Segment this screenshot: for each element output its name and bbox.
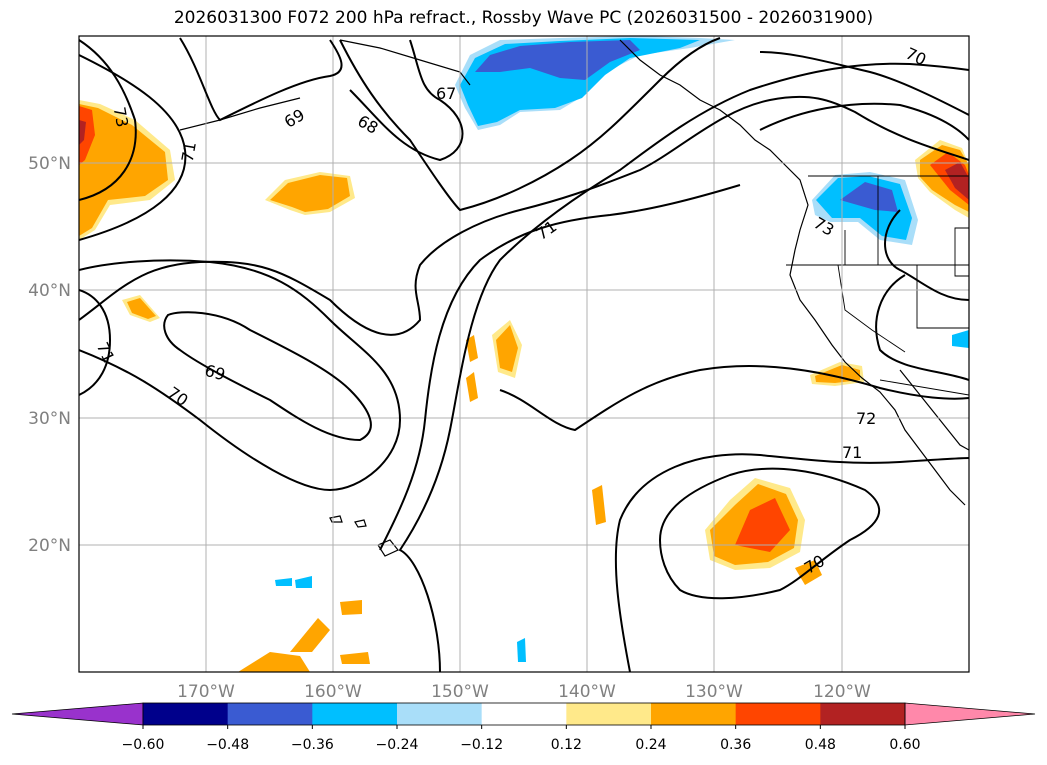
colorbar-swatch [566,703,652,725]
colorbar-swatch [651,703,737,725]
contour-label: 72 [856,409,876,428]
coastline-layer [179,39,969,557]
colorbar-tick-label: 0.12 [551,737,582,753]
colorbar-tick-label: −0.36 [291,737,334,753]
longitude-labels: 170°W 160°W 150°W 140°W 130°W 120°W [177,682,871,702]
lat-label-20n: 20°N [28,536,71,556]
colorbar-tick-label: 0.60 [889,737,920,753]
contour-label: 67 [436,84,456,103]
contour-label: 69 [281,105,308,132]
colorbar-tick-label: −0.12 [460,737,503,753]
map-frame [78,35,970,673]
lat-label-40n: 40°N [28,281,71,301]
colorbar-swatch [312,703,398,725]
colorbar-tick-label: −0.48 [206,737,249,753]
lon-label-160w: 160°W [304,682,362,702]
refractivity-contours [79,37,969,672]
contour-label: 71 [533,217,561,244]
colorbar-swatch [397,703,483,725]
lon-label-170w: 170°W [177,682,235,702]
contour-label-layer: 73 71 69 68 67 70 71 73 69 71 70 72 71 7… [93,44,929,578]
colorbar-frame [142,702,906,726]
colorbar-tick-label: −0.24 [376,737,419,753]
lon-label-120w: 120°W [813,682,871,702]
contour-label: 68 [354,111,381,138]
colorbar-extend-min [11,702,144,726]
contour-label: 70 [164,383,192,410]
lat-label-50n: 50°N [28,154,71,174]
colorbar-tick-label: 0.24 [635,737,666,753]
contour-label: 69 [203,361,228,385]
lon-label-150w: 150°W [431,682,489,702]
contour-label: 71 [178,140,200,163]
lon-label-140w: 140°W [558,682,616,702]
map-plot-area: 73 71 69 68 67 70 71 73 69 71 70 72 71 7… [79,36,969,672]
colorbar-tick-label: −0.60 [122,737,165,753]
colorbar-swatch [481,703,567,725]
contour-label: 71 [842,443,862,462]
anomaly-fill-layer [79,36,969,672]
lat-label-30n: 30°N [28,409,71,429]
graticule [79,36,969,672]
colorbar-swatch [820,703,906,725]
colorbar-extend-max [904,702,1036,726]
colorbar-swatch [735,703,821,725]
contour-label: 73 [110,105,132,128]
latitude-labels: 50°N 40°N 30°N 20°N [28,154,71,556]
lon-label-130w: 130°W [685,682,743,702]
colorbar-swatch [227,703,313,725]
colorbar-tick-label: 0.36 [720,737,751,753]
contour-label: 71 [93,339,119,365]
colorbar: −0.60 −0.48 −0.36 −0.24 −0.12 0.12 0.24 0.36 0.4… [11,702,1036,753]
colorbar-tick-label: 0.48 [805,737,836,753]
colorbar-swatch [143,703,229,725]
map-title: 2026031300 F072 200 hPa refract., Rossby… [173,8,874,28]
